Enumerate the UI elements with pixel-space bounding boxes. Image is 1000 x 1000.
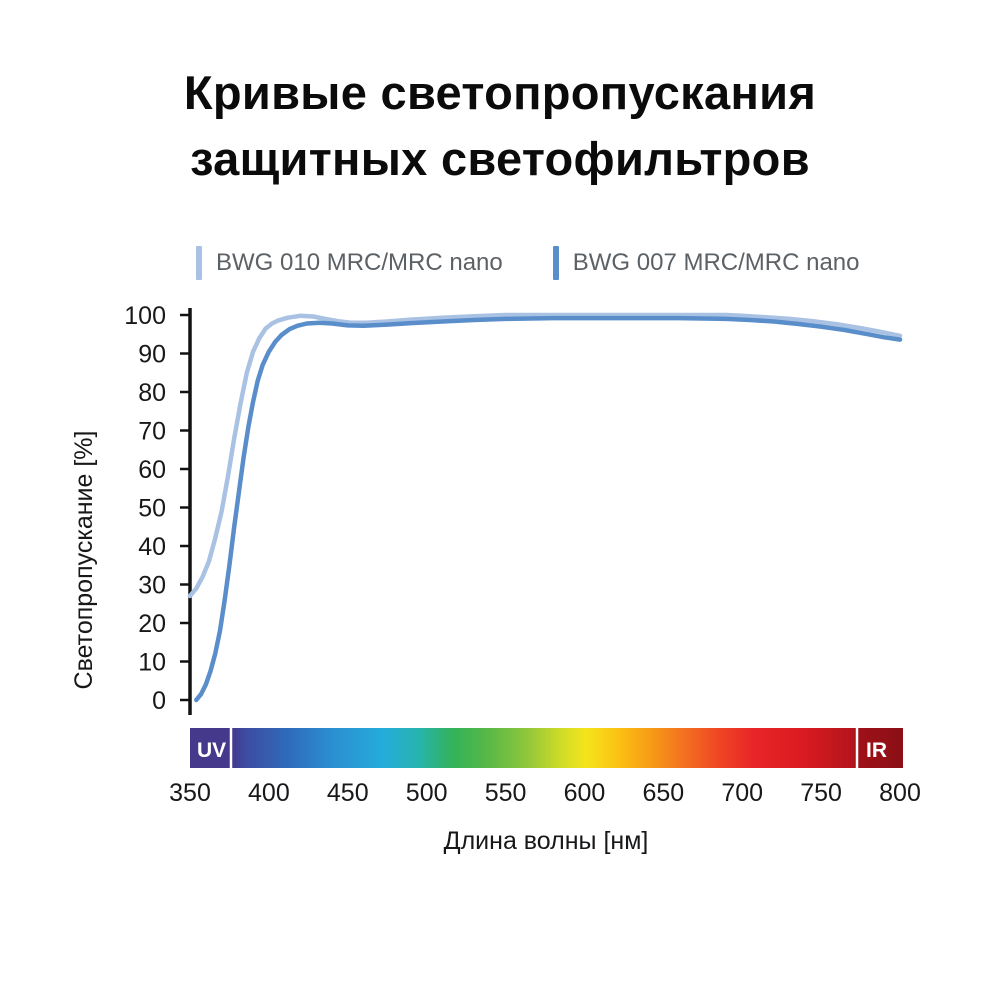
- legend-label-bwg007: BWG 007 MRC/MRC nano: [572, 249, 860, 276]
- legend-swatch-bwg010: [196, 246, 202, 280]
- y-tick-label: 80: [138, 379, 166, 407]
- legend-swatch-bwg007: [552, 246, 559, 280]
- series-line-bwg010: [187, 312, 903, 599]
- x-tick-label: 750: [800, 779, 842, 807]
- x-tick-label: 550: [485, 779, 527, 807]
- x-tick-label: 500: [406, 779, 448, 807]
- y-tick-label: 60: [138, 456, 166, 484]
- page-title: Кривые светопропускания защитных светофи…: [0, 60, 1000, 192]
- x-tick-label: 650: [642, 779, 684, 807]
- series-line-bwg007: [194, 315, 903, 703]
- y-tick-label: 20: [138, 610, 166, 638]
- x-tick-label: 400: [248, 779, 290, 807]
- spectrum-bar: [190, 728, 903, 768]
- legend-item-bwg007: BWG 007 MRC/MRC nano: [552, 246, 860, 280]
- y-tick-label: 10: [138, 649, 166, 677]
- x-axis-title: Длина волны [нм]: [444, 827, 649, 855]
- y-tick-label: 100: [124, 302, 166, 330]
- y-axis-title: Светопропускание [%]: [70, 431, 98, 690]
- y-tick-label: 90: [138, 341, 166, 369]
- y-tick-label: 70: [138, 418, 166, 446]
- legend: BWG 010 MRC/MRC nano BWG 007 MRC/MRC nan…: [196, 246, 860, 280]
- y-tick-label: 30: [138, 572, 166, 600]
- page-title-line2: защитных светофильтров: [190, 132, 810, 185]
- x-tick-label: 600: [564, 779, 606, 807]
- plot-area: 0 10 20 30 40 50 60 70 80 90 100 350 400 450 500 550 600…: [124, 302, 921, 807]
- uv-label: UV: [197, 739, 226, 762]
- legend-item-bwg010: BWG 010 MRC/MRC nano: [196, 246, 503, 280]
- y-tick-label: 50: [138, 495, 166, 523]
- y-tick-label: 0: [152, 687, 166, 715]
- x-tick-label: 350: [169, 779, 211, 807]
- x-tick-label: 700: [721, 779, 763, 807]
- x-tick-label: 800: [879, 779, 921, 807]
- ir-label: IR: [866, 739, 887, 762]
- legend-label-bwg010: BWG 010 MRC/MRC nano: [216, 249, 503, 276]
- y-tick-label: 40: [138, 533, 166, 561]
- page-title-line1: Кривые светопропускания: [183, 66, 817, 119]
- x-tick-label: 450: [327, 779, 369, 807]
